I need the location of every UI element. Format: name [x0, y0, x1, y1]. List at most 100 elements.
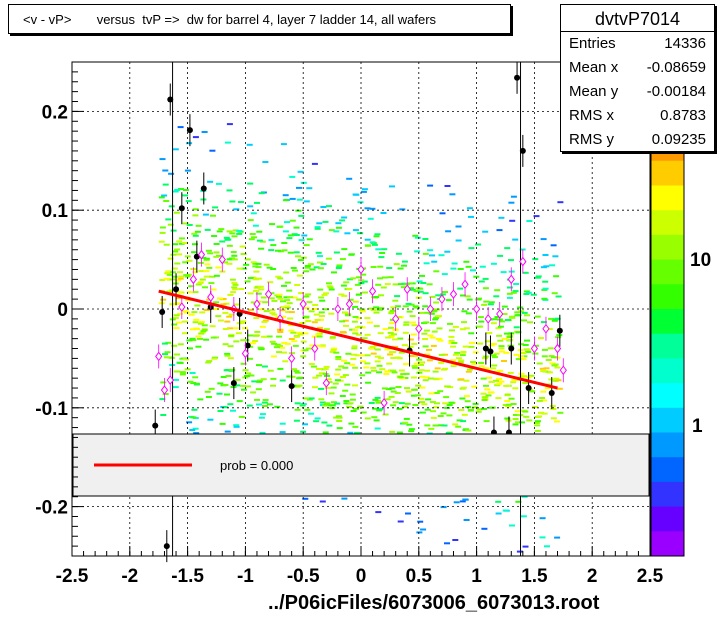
- heat-cell: [237, 201, 244, 203]
- heat-cell: [343, 324, 349, 327]
- heat-cell: [300, 430, 307, 433]
- heat-cell: [544, 545, 550, 548]
- heat-cell: [524, 349, 531, 352]
- heat-cell: [421, 332, 428, 335]
- heat-cell: [180, 371, 187, 374]
- heat-cell: [455, 239, 462, 242]
- heat-cell: [391, 371, 398, 374]
- heat-cell: [171, 344, 178, 347]
- heat-cell: [352, 366, 359, 369]
- heat-cell: [284, 306, 291, 309]
- profile-point: [166, 375, 174, 385]
- heat-cell: [248, 374, 255, 377]
- heat-cell: [216, 230, 223, 233]
- heat-cell: [270, 384, 276, 387]
- heat-cell: [347, 431, 354, 434]
- heat-cell: [303, 315, 310, 318]
- heat-cell: [269, 312, 276, 315]
- heat-cell: [540, 370, 547, 373]
- heat-cell: [261, 320, 268, 323]
- heat-cell: [248, 308, 254, 311]
- heat-cell: [220, 303, 227, 306]
- heat-cell: [308, 412, 315, 415]
- heat-cell: [342, 374, 349, 377]
- heat-cell: [457, 361, 464, 364]
- heat-cell: [340, 284, 347, 287]
- heat-cell: [342, 389, 349, 392]
- heat-cell: [392, 283, 399, 286]
- heat-cell: [173, 370, 180, 373]
- heat-cell: [328, 312, 335, 315]
- heat-cell: [470, 361, 476, 363]
- heat-cell: [374, 396, 381, 399]
- heat-cell: [556, 387, 563, 390]
- heat-cell: [248, 238, 255, 241]
- heat-cell: [506, 296, 513, 299]
- stats-row-entries: Entries 14336: [561, 32, 714, 56]
- heat-cell: [229, 278, 236, 281]
- heat-cell: [346, 287, 353, 290]
- heat-cell: [463, 327, 470, 330]
- heat-cell: [493, 352, 500, 355]
- heat-cell: [427, 334, 434, 337]
- heat-cell: [341, 359, 348, 362]
- heat-cell: [428, 392, 435, 395]
- heat-cell: [172, 148, 179, 151]
- heat-cell: [440, 412, 447, 415]
- heat-cell: [414, 236, 421, 239]
- heat-cell: [178, 188, 184, 190]
- data-point: [514, 74, 521, 81]
- heat-cell: [332, 382, 339, 385]
- heat-cell: [412, 234, 419, 237]
- heat-cell: [215, 266, 222, 269]
- heat-cell: [444, 385, 451, 388]
- heat-cell: [401, 260, 408, 263]
- heat-cell: [397, 376, 404, 379]
- heat-cell: [170, 271, 177, 274]
- heat-cell: [173, 314, 180, 317]
- heat-cell: [177, 343, 184, 346]
- file-path-label: ../P06icFiles/6073006_6073013.root: [268, 592, 600, 614]
- heat-cell: [411, 388, 418, 391]
- heat-cell: [472, 402, 479, 405]
- heat-cell: [379, 368, 386, 371]
- heat-cell: [315, 333, 322, 336]
- heat-cell: [383, 373, 390, 375]
- heat-cell: [333, 416, 340, 419]
- heat-cell: [460, 386, 467, 389]
- heat-cell: [448, 401, 455, 404]
- heat-cell: [318, 296, 325, 299]
- profile-point: [449, 289, 458, 300]
- heat-cell: [465, 312, 472, 315]
- heat-cell: [401, 344, 408, 347]
- heat-cell: [231, 254, 238, 257]
- heat-cell: [417, 287, 424, 290]
- heat-cell: [485, 394, 492, 397]
- heat-cell: [205, 249, 212, 252]
- heat-cell: [542, 254, 549, 256]
- heat-cell: [187, 380, 194, 383]
- heat-cell: [322, 220, 329, 223]
- heat-cell: [286, 302, 293, 305]
- heat-cell: [217, 382, 224, 385]
- heat-cell: [512, 290, 519, 293]
- heat-cell: [360, 360, 367, 363]
- heat-cell: [292, 269, 298, 272]
- heat-cell: [448, 335, 455, 338]
- heat-cell: [535, 275, 542, 278]
- heat-cell: [319, 345, 326, 348]
- heat-cell: [181, 320, 188, 323]
- heat-cell: [402, 305, 409, 308]
- heat-cell: [442, 367, 448, 370]
- heat-cell: [342, 319, 349, 322]
- heat-cell: [360, 190, 367, 193]
- heat-cell: [183, 311, 190, 314]
- palette-cell: [651, 333, 684, 359]
- heat-cell: [303, 270, 310, 273]
- heat-cell: [306, 398, 313, 401]
- heat-cell: [256, 403, 262, 406]
- heat-cell: [250, 301, 257, 304]
- heat-cell: [225, 375, 232, 377]
- heat-cell: [220, 298, 227, 300]
- heat-cell: [313, 266, 320, 269]
